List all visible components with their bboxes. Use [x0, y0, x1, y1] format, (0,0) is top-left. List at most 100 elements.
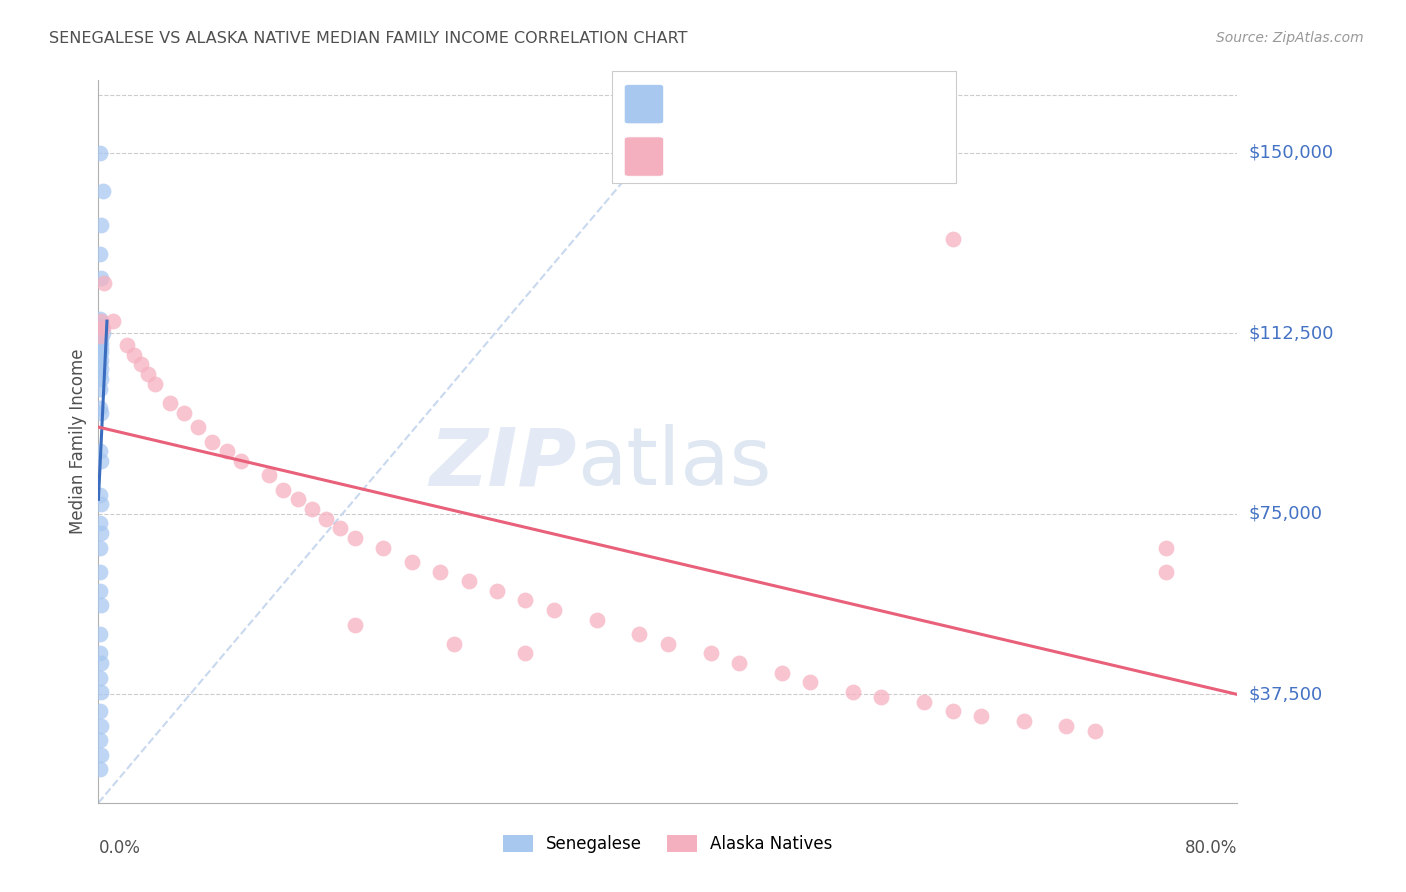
Point	[90, 352, 112, 367]
Text: SENEGALESE VS ALASKA NATIVE MEDIAN FAMILY INCOME CORRELATION CHART: SENEGALESE VS ALASKA NATIVE MEDIAN FAMIL…	[49, 31, 688, 46]
Point	[443, 637, 465, 651]
Point	[91, 321, 114, 335]
Point	[1084, 723, 1107, 738]
Point	[90, 335, 112, 350]
Y-axis label: Median Family Income: Median Family Income	[69, 349, 87, 534]
Point	[89, 401, 111, 415]
Point	[457, 574, 479, 589]
Point	[401, 555, 423, 569]
Point	[515, 593, 537, 607]
Point	[90, 341, 112, 355]
Point	[159, 396, 181, 410]
Point	[89, 145, 111, 160]
Point	[657, 637, 679, 651]
Point	[90, 331, 112, 345]
Point	[89, 328, 111, 343]
Text: ZIP: ZIP	[429, 425, 576, 502]
Point	[90, 454, 112, 468]
Point	[89, 565, 111, 579]
Text: $37,500: $37,500	[1249, 685, 1323, 704]
Point	[89, 334, 111, 348]
Point	[129, 358, 152, 372]
Point	[329, 521, 352, 535]
Point	[543, 603, 565, 617]
Point	[970, 709, 993, 723]
Text: $75,000: $75,000	[1249, 505, 1323, 523]
Text: atlas: atlas	[576, 425, 770, 502]
Point	[89, 733, 111, 747]
Point	[89, 367, 111, 381]
Point	[89, 704, 111, 718]
Point	[1012, 714, 1035, 728]
Point	[90, 218, 112, 232]
Point	[728, 656, 751, 670]
Point	[229, 454, 252, 468]
Text: $112,500: $112,500	[1249, 324, 1334, 343]
Point	[842, 685, 865, 699]
Point	[90, 372, 112, 386]
Point	[942, 232, 965, 246]
Point	[89, 487, 111, 501]
Point	[90, 656, 112, 670]
Point	[699, 647, 721, 661]
Point	[585, 613, 607, 627]
Legend: Senegalese, Alaska Natives: Senegalese, Alaska Natives	[496, 828, 839, 860]
Point	[799, 675, 821, 690]
Point	[187, 420, 209, 434]
Text: $150,000: $150,000	[1249, 144, 1333, 161]
Point	[870, 690, 893, 704]
Point	[628, 627, 651, 641]
Point	[90, 497, 112, 511]
Point	[89, 321, 111, 335]
Point	[145, 376, 167, 391]
Point	[91, 184, 114, 198]
Point	[90, 318, 112, 333]
Point	[173, 406, 195, 420]
Point	[515, 647, 537, 661]
Point	[89, 444, 111, 458]
Point	[90, 685, 112, 699]
Text: 80.0%: 80.0%	[1185, 838, 1237, 857]
Point	[373, 541, 395, 555]
Point	[89, 328, 111, 343]
Point	[89, 762, 111, 776]
Point	[315, 511, 337, 525]
Point	[301, 502, 323, 516]
Point	[273, 483, 295, 497]
Point	[90, 406, 112, 420]
Point	[89, 671, 111, 685]
Point	[136, 367, 159, 381]
Point	[93, 276, 115, 290]
Point	[429, 565, 451, 579]
Point	[90, 719, 112, 733]
Point	[89, 358, 111, 372]
Point	[90, 345, 112, 359]
Point	[91, 326, 114, 340]
Point	[215, 444, 238, 458]
Point	[122, 348, 145, 362]
Point	[770, 665, 793, 680]
Text: R =   0.172    N = 51: R = 0.172 N = 51	[671, 95, 852, 112]
Point	[942, 704, 965, 718]
Point	[90, 747, 112, 762]
Point	[89, 583, 111, 598]
Point	[486, 583, 509, 598]
Point	[90, 324, 112, 338]
Point	[89, 627, 111, 641]
Point	[201, 434, 224, 449]
Point	[89, 343, 111, 357]
Point	[287, 492, 309, 507]
Point	[89, 647, 111, 661]
Point	[90, 314, 112, 328]
Point	[89, 348, 111, 362]
Point	[89, 246, 111, 260]
Text: 0.0%: 0.0%	[98, 838, 141, 857]
Point	[90, 526, 112, 541]
Point	[1154, 541, 1177, 555]
Point	[90, 599, 112, 613]
Point	[89, 338, 111, 352]
Point	[89, 382, 111, 396]
Point	[90, 270, 112, 285]
Point	[89, 516, 111, 531]
Point	[90, 362, 112, 376]
